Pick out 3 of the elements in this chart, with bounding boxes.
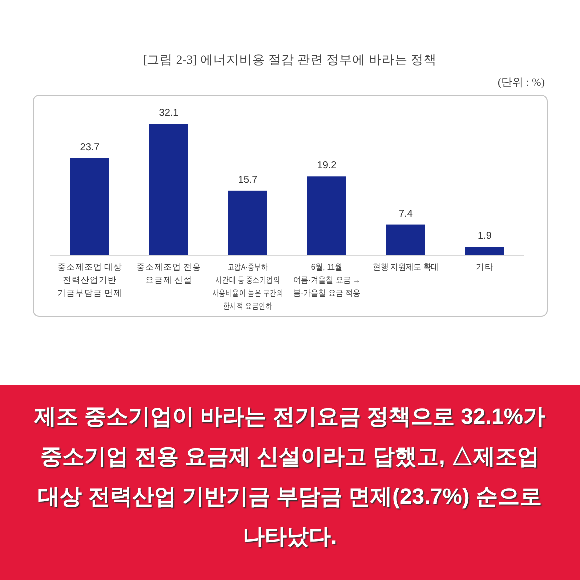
title: [그림 2-3] 에너지비용 절감 관련 정부에 바라는 정책: [143, 53, 437, 67]
annotation: 제조 중소기업이 바라는 전기요금 정책으로 32.1%가 중소기업 전용 요금제 신설이라고 답했고, △제조업 대상 전력산업 기반기금 부담금 면제(23.7%) 순으로 나타났다.: [33, 403, 546, 551]
subtitle: (단위 : %): [498, 77, 545, 89]
